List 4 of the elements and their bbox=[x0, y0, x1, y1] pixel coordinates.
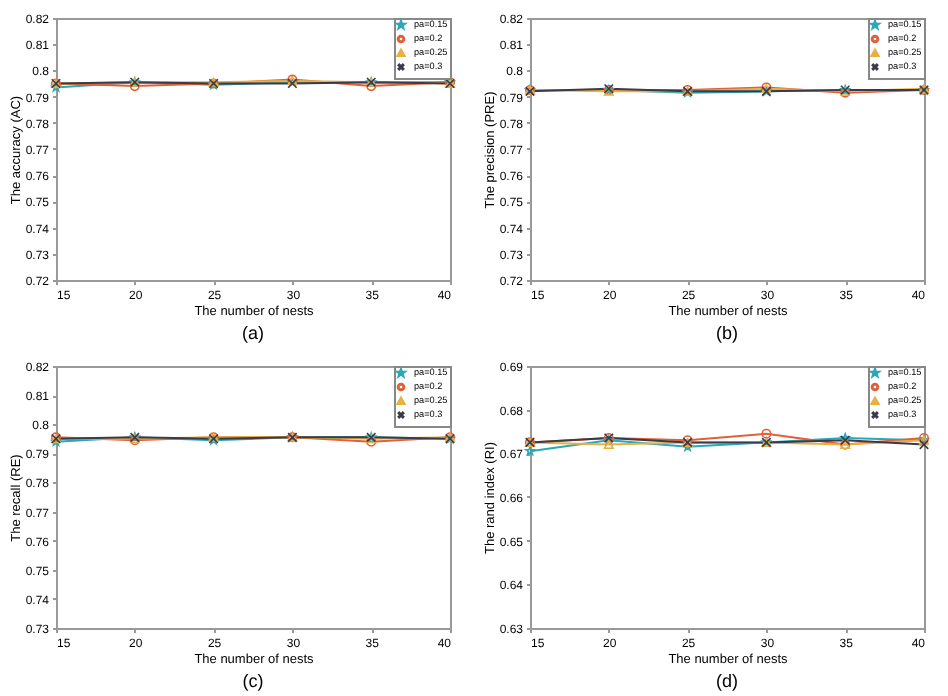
text: (d) bbox=[716, 671, 738, 691]
text: (c) bbox=[242, 671, 264, 691]
text: (a) bbox=[242, 323, 264, 343]
text: (b) bbox=[716, 323, 738, 343]
